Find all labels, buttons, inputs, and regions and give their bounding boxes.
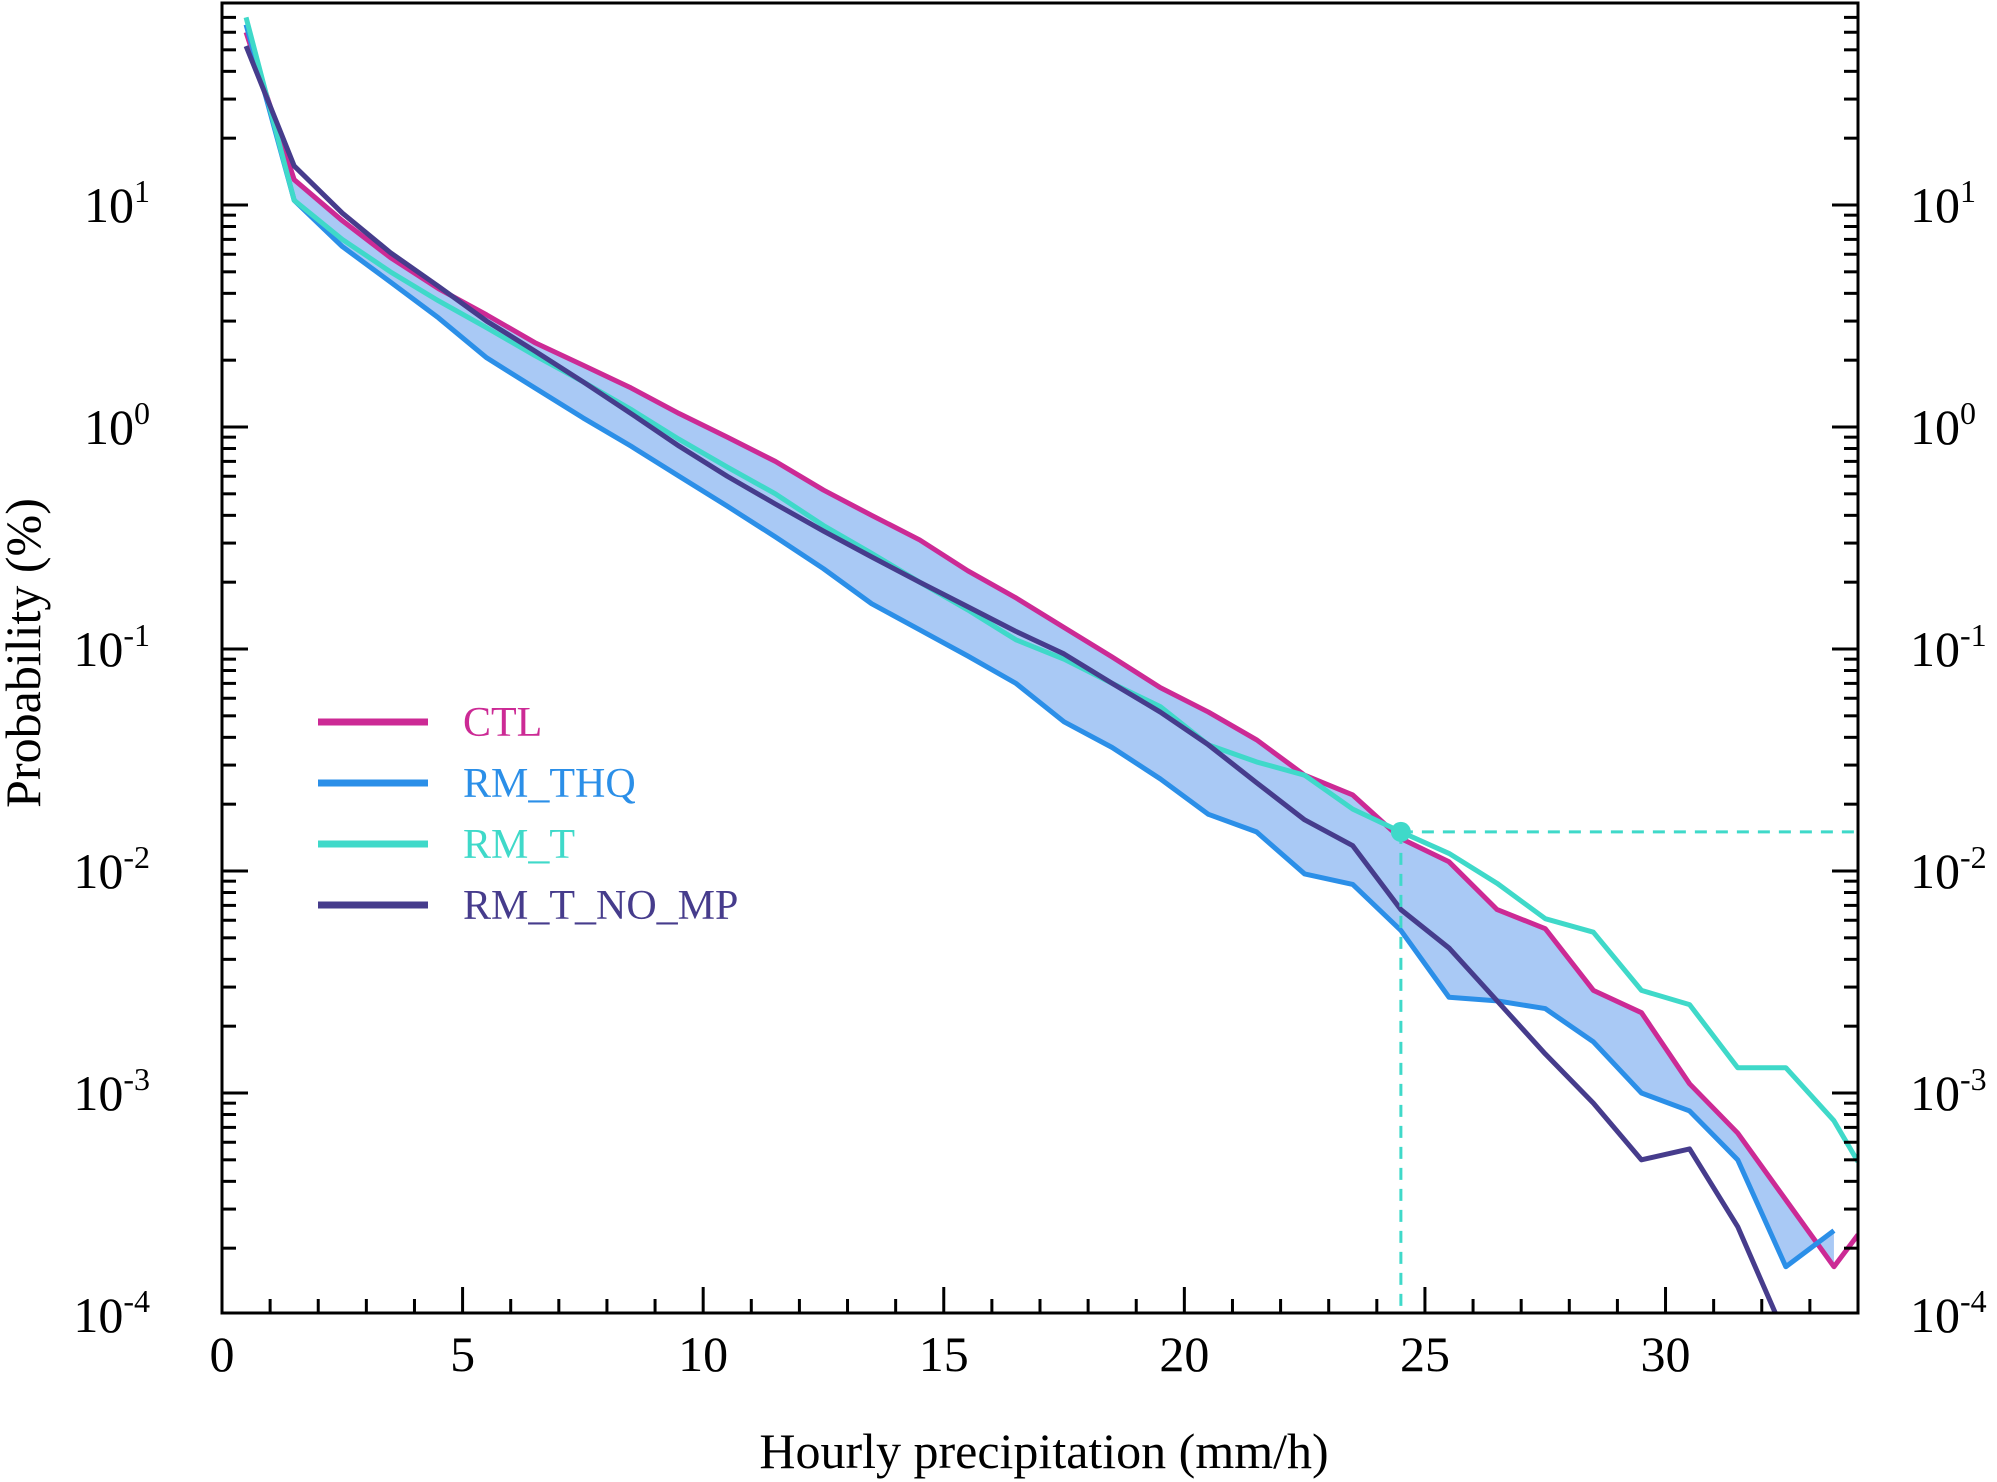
reference-marker	[1390, 821, 1411, 842]
x-tick-label: 5	[450, 1326, 475, 1382]
x-tick-label: 15	[919, 1326, 969, 1382]
y-tick-label-right: 10-1	[1910, 617, 1987, 677]
series-layer	[243, 16, 1858, 1313]
y-tick-label-right: 10-4	[1910, 1283, 1987, 1343]
y-tick-label-right: 100	[1910, 395, 1976, 455]
x-tick-label: 20	[1159, 1326, 1209, 1382]
axes-layer	[220, 1, 1860, 1315]
y-tick-label-right: 101	[1910, 173, 1976, 233]
legend: CTL RM_THQ RM_T RM_T_NO_MP	[318, 700, 738, 929]
series-line-rm-t	[243, 16, 1858, 1164]
y-tick-label-left: 100	[84, 395, 150, 455]
legend-label-rm-t: RM_T	[463, 822, 575, 868]
shaded-band-layer	[246, 24, 1834, 1267]
y-tick-label-right: 10-2	[1910, 839, 1987, 899]
y-tick-label-left: 10-1	[73, 617, 150, 677]
series-rm-thq	[243, 23, 1836, 1270]
y-tick-label-left: 101	[84, 173, 150, 233]
y-tick-label-left: 10-2	[73, 839, 150, 899]
x-axis-title: Hourly precipitation (mm/h)	[759, 1423, 1328, 1479]
reference-layer	[1390, 821, 1858, 1313]
x-tick-label: 10	[678, 1326, 728, 1382]
x-tick-label: 0	[210, 1326, 235, 1382]
series-rm-t-no-mp	[243, 45, 1779, 1313]
shaded-band-area	[246, 24, 1834, 1267]
legend-label-rm-t-no-mp: RM_T_NO_MP	[463, 883, 738, 929]
series-line-rm-thq	[243, 23, 1836, 1270]
legend-label-ctl: CTL	[463, 700, 542, 746]
legend-label-rm-thq: RM_THQ	[463, 761, 636, 807]
x-tick-label: 25	[1400, 1326, 1450, 1382]
y-tick-label-right: 10-3	[1910, 1061, 1987, 1121]
series-rm-t	[243, 16, 1858, 1164]
y-axis-title: Probability (%)	[0, 498, 51, 808]
tick-label-layer: 0 5 10 15 20 25 30 101 101 100 100 10-1 10-1 10-2 10-2…	[73, 173, 1986, 1382]
y-tick-label-left: 10-3	[73, 1061, 150, 1121]
y-tick-label-left: 10-4	[73, 1283, 150, 1343]
x-tick-label: 30	[1641, 1326, 1691, 1382]
